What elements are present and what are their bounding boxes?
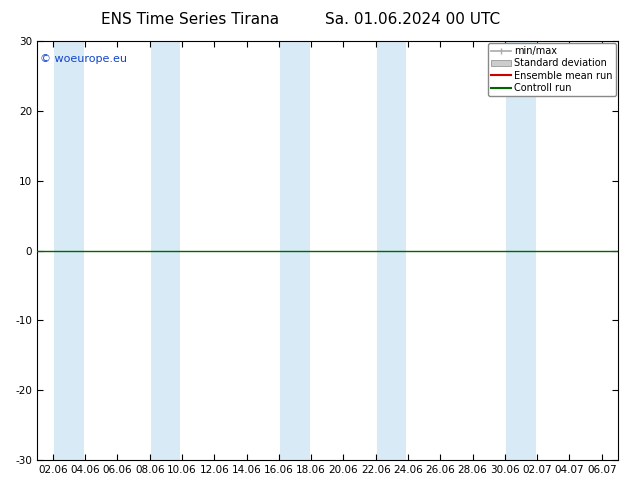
Text: © woeurope.eu: © woeurope.eu	[40, 53, 127, 64]
Text: ENS Time Series Tirana: ENS Time Series Tirana	[101, 12, 279, 27]
Bar	[507, 41, 536, 460]
Bar	[152, 41, 181, 460]
Bar	[280, 41, 309, 460]
Bar	[377, 41, 406, 460]
Legend: min/max, Standard deviation, Ensemble mean run, Controll run: min/max, Standard deviation, Ensemble me…	[488, 43, 616, 96]
Text: Sa. 01.06.2024 00 UTC: Sa. 01.06.2024 00 UTC	[325, 12, 500, 27]
Bar	[55, 41, 84, 460]
